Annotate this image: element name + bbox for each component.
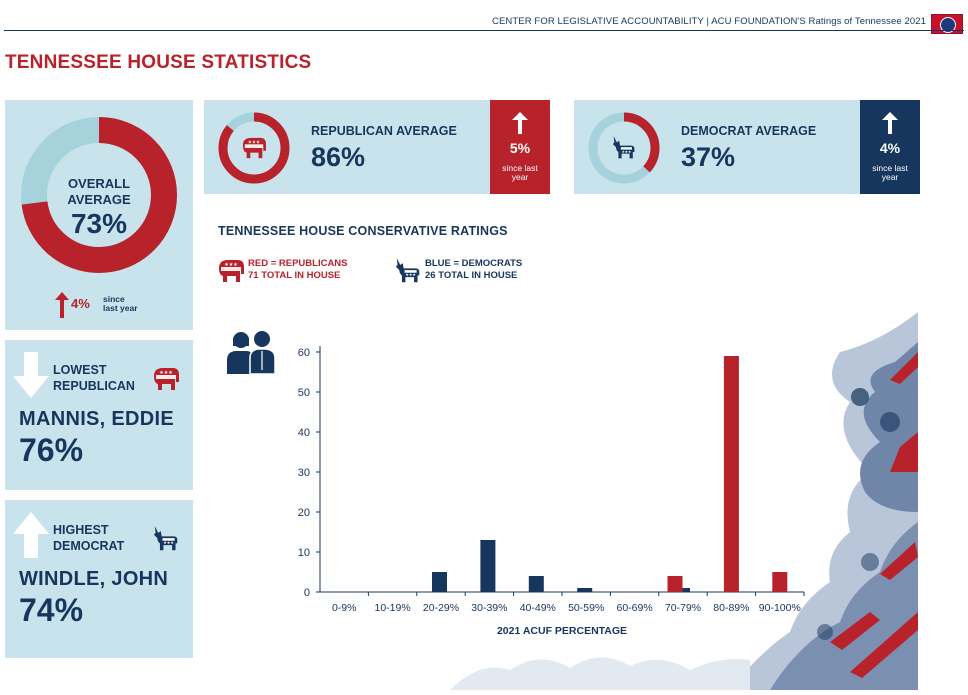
x-tick-label: 60-69% — [616, 602, 652, 614]
overall-change-note: since last year — [103, 294, 138, 313]
bar-republicans — [723, 356, 739, 592]
page-title: TENNESSEE HOUSE STATISTICS — [5, 52, 312, 73]
bar-republicans — [667, 576, 683, 592]
lowest-republican-value: 76% — [19, 432, 84, 468]
y-tick-label: 60 — [298, 347, 310, 359]
republican-average-label: REPUBLICAN AVERAGE — [311, 124, 457, 138]
bar-democrats — [432, 572, 447, 592]
arrow-up-icon — [13, 512, 49, 558]
x-axis-label: 2021 ACUF PERCENTAGE — [497, 625, 627, 637]
bar-democrats — [528, 576, 544, 592]
democrat-average-value: 37% — [681, 142, 736, 172]
svg-text:★★★: ★★★ — [248, 139, 260, 145]
arrow-up-icon — [55, 292, 69, 318]
svg-text:★★★: ★★★ — [163, 540, 174, 545]
democrat-average-label: DEMOCRAT AVERAGE — [681, 124, 817, 138]
x-tick-label: 30-39% — [471, 602, 507, 614]
svg-text:★★★: ★★★ — [405, 272, 416, 277]
highest-democrat-panel: HIGHEST DEMOCRAT ★★★ WINDLE, JOHN 74% — [5, 500, 193, 658]
y-tick-label: 50 — [298, 387, 310, 399]
overall-average-panel: OVERALL AVERAGE 73% 4% since last year — [5, 100, 193, 330]
legend-democrats: ★★★ BLUE = DEMOCRATS 26 TOTAL IN HOUSE — [393, 256, 543, 286]
arrow-down-icon — [13, 352, 49, 398]
legend-republicans-text: RED = REPUBLICANS 71 TOTAL IN HOUSE — [248, 258, 348, 281]
svg-text:★★★: ★★★ — [159, 370, 173, 376]
highest-democrat-label: HIGHEST DEMOCRAT — [53, 523, 125, 553]
y-tick-label: 0 — [304, 587, 310, 599]
chart-title: TENNESSEE HOUSE CONSERVATIVE RATINGS — [218, 224, 508, 238]
tennessee-flag-icon — [931, 14, 963, 34]
svg-text:★★★: ★★★ — [224, 262, 238, 268]
x-tick-label: 80-89% — [713, 602, 749, 614]
y-tick-label: 10 — [298, 547, 310, 559]
bar-republicans — [772, 572, 788, 592]
y-tick-label: 40 — [298, 427, 310, 439]
bar-democrats — [577, 588, 593, 592]
svg-text:★★★: ★★★ — [622, 150, 632, 154]
elephant-icon: ★★★ — [219, 260, 244, 282]
donkey-icon: ★★★ — [395, 258, 420, 283]
x-tick-label: 70-79% — [665, 602, 701, 614]
elephant-icon: ★★★ — [154, 368, 179, 390]
democrat-average-donut — [588, 112, 660, 184]
republican-change-box: 5% since last year — [490, 100, 550, 194]
lowest-republican-panel: LOWEST REPUBLICAN ★★★ MANNIS, EDDIE 76% — [5, 340, 193, 490]
bar-chart: 0 10 20 30 40 50 60 0-9% 10-19% 20-29% 30-39% 40-49… — [298, 346, 805, 637]
x-tick-label: 0-9% — [332, 602, 357, 614]
x-tick-label: 90-100% — [759, 602, 801, 614]
republican-change-value: 5% — [509, 140, 531, 156]
header-divider — [4, 30, 964, 31]
arrow-up-icon — [512, 112, 528, 134]
x-tick-label: 20-29% — [423, 602, 459, 614]
democrat-change-box: 4% since last year — [860, 100, 920, 194]
x-tick-label: 50-59% — [568, 602, 604, 614]
donkey-icon: ★★★ — [612, 136, 635, 159]
overall-change: 4% since last year — [53, 292, 173, 320]
x-tick-label: 40-49% — [520, 602, 556, 614]
democrat-change-value: 4% — [879, 140, 901, 156]
republican-average-panel: ★★★ REPUBLICAN AVERAGE 86% 5% since last… — [204, 100, 550, 194]
overall-donut — [21, 117, 177, 273]
y-tick-label: 30 — [298, 467, 310, 479]
overall-average-value: 73% — [70, 208, 128, 239]
header-text: CENTER FOR LEGISLATIVE ACCOUNTABILITY | … — [492, 16, 926, 27]
crowd-illustration — [730, 312, 918, 690]
highest-democrat-name: WINDLE, JOHN — [19, 568, 169, 590]
republican-average-donut — [218, 112, 290, 184]
legend-republicans: ★★★ RED = REPUBLICANS 71 TOTAL IN HOUSE — [216, 256, 366, 286]
overall-change-value: 4% — [71, 296, 90, 311]
x-tick-label: 10-19% — [374, 602, 410, 614]
arrow-up-icon — [882, 112, 898, 134]
donkey-icon: ★★★ — [153, 526, 178, 551]
democrat-average-panel: ★★★ DEMOCRAT AVERAGE 37% 4% since last y… — [574, 100, 920, 194]
lowest-republican-label: LOWEST REPUBLICAN — [53, 363, 135, 393]
republican-average-value: 86% — [311, 142, 366, 172]
elephant-icon: ★★★ — [242, 137, 266, 159]
lowest-republican-name: MANNIS, EDDIE — [19, 408, 175, 430]
highest-democrat-value: 74% — [19, 592, 84, 628]
y-tick-label: 20 — [298, 507, 310, 519]
people-icon — [227, 331, 276, 374]
republican-change-note: since last year — [502, 163, 538, 182]
bar-democrats — [480, 540, 496, 592]
crowd-illustration-bottom — [450, 657, 750, 690]
democrat-change-note: since last year — [872, 163, 908, 182]
report-header: CENTER FOR LEGISLATIVE ACCOUNTABILITY | … — [0, 8, 968, 34]
overall-average-label: OVERALL AVERAGE — [67, 176, 131, 207]
legend-democrats-text: BLUE = DEMOCRATS 26 TOTAL IN HOUSE — [425, 258, 523, 281]
